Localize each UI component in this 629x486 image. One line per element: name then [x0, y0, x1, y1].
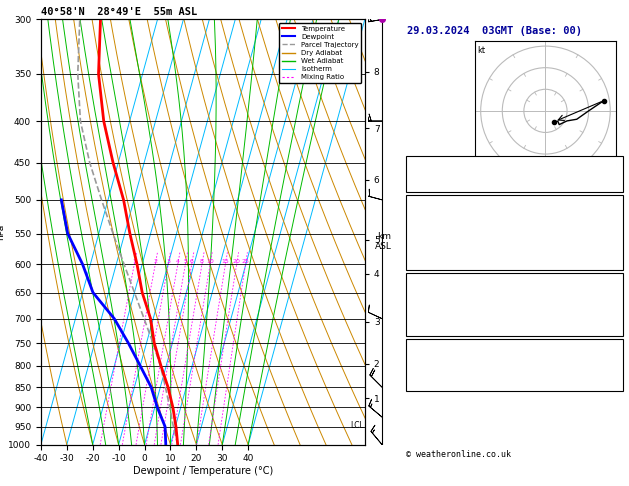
Text: 40°58'N  28°49'E  55m ASL: 40°58'N 28°49'E 55m ASL: [41, 7, 197, 17]
Text: SREH: SREH: [411, 361, 431, 370]
Text: Lifted Index: Lifted Index: [411, 306, 474, 314]
Text: θᴇ (K): θᴇ (K): [411, 295, 442, 304]
Text: 1.33: 1.33: [598, 181, 619, 190]
Y-axis label: km
ASL: km ASL: [376, 232, 392, 251]
Text: K: K: [411, 157, 416, 167]
Text: 8: 8: [200, 259, 204, 264]
Text: 320°: 320°: [598, 371, 619, 381]
Text: © weatheronline.co.uk: © weatheronline.co.uk: [406, 450, 511, 459]
Text: Surface: Surface: [411, 195, 495, 205]
Text: 5: 5: [184, 259, 187, 264]
Text: CIN (J): CIN (J): [411, 260, 447, 269]
Y-axis label: hPa: hPa: [0, 224, 6, 240]
Text: 0: 0: [614, 316, 619, 325]
Text: LCL: LCL: [350, 420, 364, 430]
Text: PW (cm): PW (cm): [411, 181, 447, 190]
Text: Hodograph: Hodograph: [411, 340, 500, 349]
Text: 1: 1: [614, 157, 619, 167]
Text: 8.2: 8.2: [603, 217, 619, 226]
Text: 12.8: 12.8: [598, 206, 619, 215]
Text: 10: 10: [206, 259, 214, 264]
Text: CIN (J): CIN (J): [411, 327, 447, 336]
Text: Dewp (°C): Dewp (°C): [411, 217, 458, 226]
Text: 800: 800: [603, 284, 619, 293]
Legend: Temperature, Dewpoint, Parcel Trajectory, Dry Adiabat, Wet Adiabat, Isotherm, Mi: Temperature, Dewpoint, Parcel Trajectory…: [279, 23, 361, 83]
Text: 308: 308: [603, 295, 619, 304]
Text: Most Unstable: Most Unstable: [411, 274, 505, 283]
Text: 0: 0: [614, 327, 619, 336]
Text: CAPE (J): CAPE (J): [411, 249, 453, 258]
Text: θᴇ(K): θᴇ(K): [411, 228, 437, 237]
Text: 20: 20: [233, 259, 240, 264]
Text: EH: EH: [411, 350, 421, 360]
Text: 1: 1: [132, 259, 136, 264]
Text: 45: 45: [608, 350, 619, 360]
Text: 2: 2: [153, 259, 157, 264]
Text: 13: 13: [608, 382, 619, 391]
Text: 0: 0: [614, 260, 619, 269]
Text: StmSpd (kt): StmSpd (kt): [411, 382, 469, 391]
Text: 9: 9: [614, 239, 619, 247]
Text: 64: 64: [608, 361, 619, 370]
Text: Totals Totals: Totals Totals: [411, 170, 479, 178]
Text: kt: kt: [477, 46, 486, 55]
Text: Lifted Index: Lifted Index: [411, 239, 474, 247]
Text: CAPE (J): CAPE (J): [411, 316, 453, 325]
Text: 0: 0: [614, 249, 619, 258]
Text: Temp (°C): Temp (°C): [411, 206, 458, 215]
Text: 15: 15: [221, 259, 230, 264]
Text: 3: 3: [166, 259, 170, 264]
Text: 25: 25: [242, 259, 250, 264]
Text: 304: 304: [603, 228, 619, 237]
Text: 6: 6: [190, 259, 194, 264]
Text: 29.03.2024  03GMT (Base: 00): 29.03.2024 03GMT (Base: 00): [407, 26, 582, 36]
Text: 43: 43: [608, 170, 619, 178]
Text: Pressure (mb): Pressure (mb): [411, 284, 479, 293]
Text: 6: 6: [614, 306, 619, 314]
Text: StmDir: StmDir: [411, 371, 442, 381]
X-axis label: Dewpoint / Temperature (°C): Dewpoint / Temperature (°C): [133, 466, 273, 476]
Text: 4: 4: [175, 259, 180, 264]
